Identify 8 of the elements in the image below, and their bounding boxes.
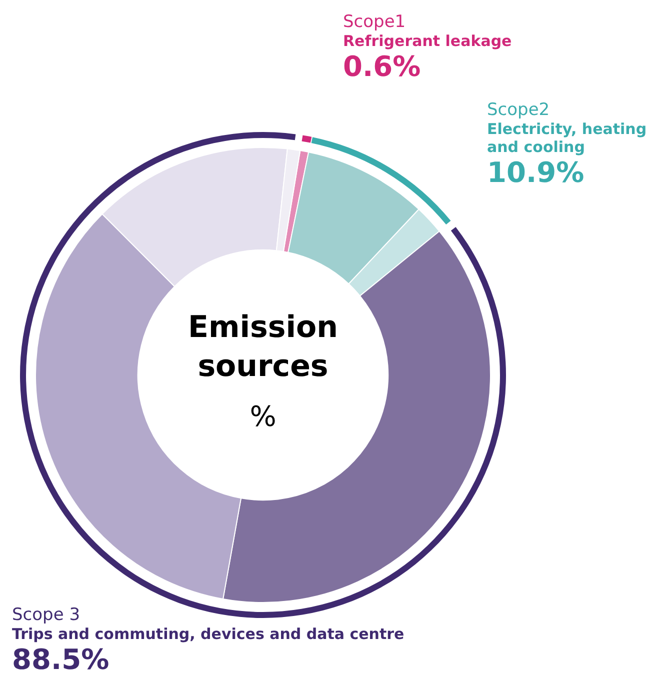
data-label: 88.5% — [12, 643, 110, 677]
slice-label: Scope1 Refrigerant leakage — [343, 12, 512, 50]
text: % — [248, 400, 278, 433]
text: Emission sources — [187, 309, 339, 386]
data-label: 0.6% — [343, 50, 422, 84]
data-label: 10.9% — [487, 156, 586, 190]
slice-label: Scope2 Electricity, heating and cooling — [487, 100, 648, 156]
slice-label: Scope 3 Trips and commuting, devices and data centre — [12, 605, 404, 644]
